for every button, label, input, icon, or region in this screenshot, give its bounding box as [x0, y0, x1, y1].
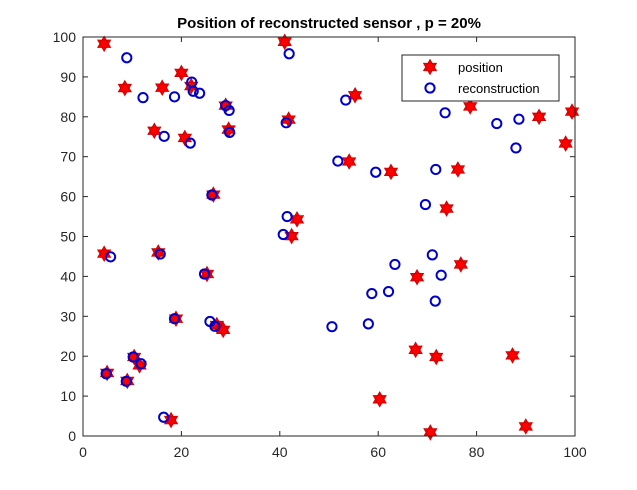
x-tick-label: 100 — [563, 444, 587, 460]
reconstruction-point — [419, 198, 432, 211]
position-point — [155, 79, 170, 96]
x-tick-label: 20 — [174, 444, 190, 460]
position-point — [453, 256, 469, 273]
plot-frame — [82, 36, 576, 437]
reconstruction-point — [362, 318, 374, 330]
legend-marker-position — [422, 58, 438, 76]
series-reconstruction — [100, 48, 525, 423]
reconstruction-point — [277, 228, 289, 241]
reconstruction-point — [370, 166, 382, 178]
y-tick-label: 90 — [60, 69, 76, 85]
reconstruction-point — [184, 137, 196, 149]
reconstruction-point — [224, 126, 236, 138]
legend: position reconstruction — [401, 54, 560, 102]
y-tick-label: 20 — [60, 348, 76, 364]
reconstruction-point — [513, 113, 525, 125]
position-point — [439, 200, 454, 217]
position-point — [505, 347, 520, 364]
reconstruction-point — [429, 295, 441, 307]
reconstruction-point — [206, 189, 218, 201]
reconstruction-point — [340, 94, 352, 106]
reconstruction-point — [430, 163, 442, 176]
reconstruction-point — [209, 320, 221, 332]
position-point — [409, 268, 425, 286]
position-point — [450, 161, 466, 178]
chart-title: Position of reconstructed sensor , p = 2… — [177, 15, 481, 32]
position-point — [558, 135, 573, 152]
reconstruction-point — [326, 321, 338, 333]
legend-label-reconstruction: reconstruction — [458, 81, 540, 96]
legend-marker — [422, 58, 438, 76]
x-tick-label: 0 — [79, 444, 87, 460]
position-point — [289, 211, 305, 228]
data-series — [96, 33, 580, 441]
y-tick-label: 60 — [60, 189, 76, 205]
x-tick-label: 40 — [272, 444, 288, 460]
reconstruction-point — [435, 269, 447, 281]
reconstruction-point — [120, 375, 132, 387]
reconstruction-point — [283, 48, 295, 60]
reconstruction-point — [187, 85, 199, 97]
legend-marker — [424, 82, 436, 94]
reconstruction-point — [198, 268, 211, 280]
y-tick-label: 10 — [60, 388, 76, 404]
reconstruction-point — [104, 251, 117, 263]
reconstruction-point — [389, 258, 401, 271]
position-point — [341, 153, 357, 170]
reconstruction-point — [491, 117, 503, 130]
position-point — [117, 79, 133, 97]
position-point — [463, 98, 478, 115]
reconstruction-point — [158, 130, 170, 142]
x-tick-label: 80 — [469, 444, 485, 460]
reconstruction-point — [332, 155, 344, 167]
y-tick-label: 40 — [60, 268, 76, 284]
y-tick-label: 50 — [60, 229, 76, 245]
reconstruction-point — [121, 52, 133, 64]
reconstruction-point — [280, 117, 292, 129]
reconstruction-point — [439, 107, 451, 119]
reconstruction-point — [127, 351, 139, 363]
position-point — [531, 108, 547, 126]
plot-area — [83, 37, 575, 436]
reconstruction-point — [168, 313, 181, 325]
y-tick-label: 100 — [53, 29, 77, 45]
position-point — [429, 348, 444, 366]
reconstruction-point — [100, 368, 112, 380]
y-tick-label: 80 — [60, 109, 76, 125]
reconstruction-point — [366, 287, 378, 300]
x-tick-label: 60 — [370, 444, 386, 460]
position-point — [372, 390, 387, 408]
y-tick-label: 70 — [60, 149, 76, 165]
position-point — [147, 122, 162, 140]
reconstruction-point — [510, 142, 522, 154]
axis-ticks: 0 20 40 60 80 100 0 10 20 30 40 50 60 70 80 90 100 — [53, 29, 587, 460]
reconstruction-point — [223, 104, 235, 117]
reconstruction-point — [382, 285, 395, 298]
position-point — [277, 33, 292, 51]
y-tick-label: 0 — [68, 428, 76, 444]
reconstruction-point — [281, 210, 293, 223]
reconstruction-point — [194, 87, 206, 99]
reconstruction-point — [426, 249, 438, 261]
position-point — [347, 86, 363, 104]
position-point — [383, 163, 399, 181]
position-point — [174, 64, 189, 82]
reconstruction-point — [135, 358, 147, 370]
reconstruction-point — [137, 92, 149, 104]
position-point — [96, 245, 112, 262]
legend-label-position: position — [458, 60, 503, 75]
reconstruction-point — [158, 411, 170, 423]
legend-marker-reconstruction — [424, 82, 436, 94]
position-point — [518, 418, 533, 435]
position-point — [408, 341, 423, 359]
y-tick-label: 30 — [60, 308, 76, 324]
reconstruction-point — [168, 91, 181, 103]
reconstruction-point — [154, 248, 166, 260]
position-point — [96, 35, 112, 53]
